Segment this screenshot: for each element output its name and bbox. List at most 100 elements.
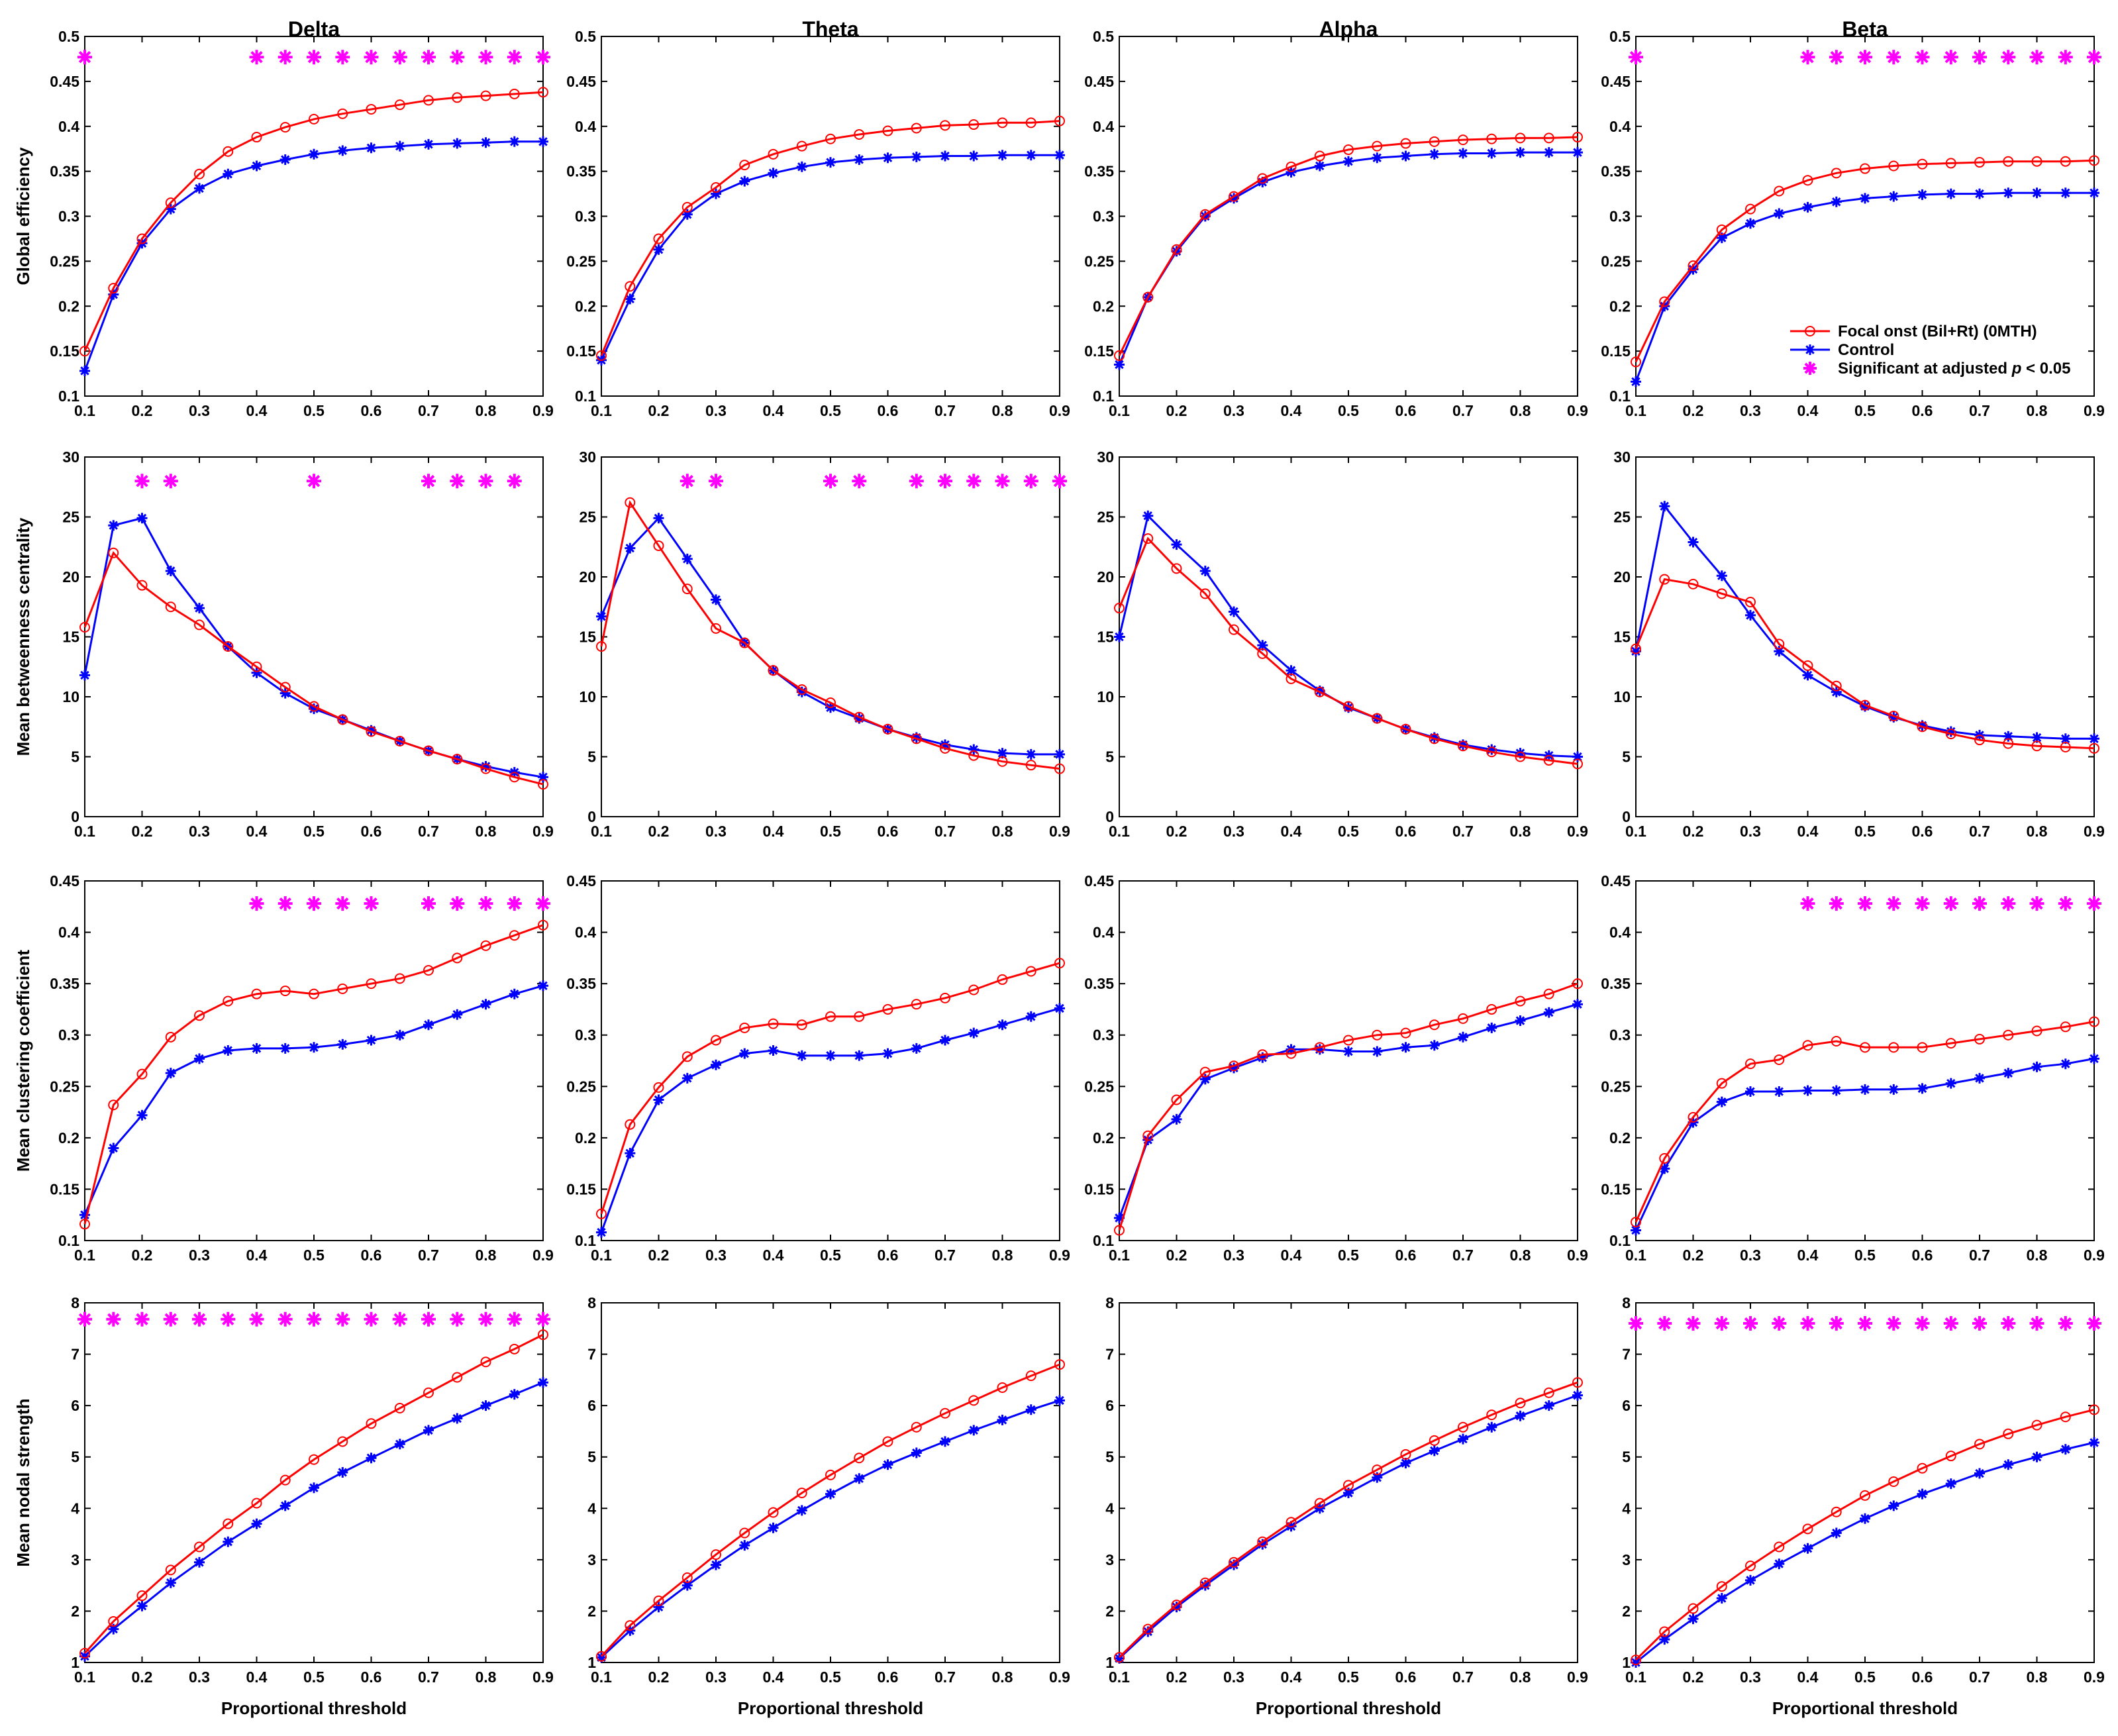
legend-significance-suffix: < 0.05 — [2021, 360, 2070, 378]
series-control-point — [2003, 1459, 2014, 1470]
series-control-point — [1314, 1044, 1325, 1055]
significance-marker — [1829, 896, 1844, 911]
x-tick-label: 0.2 — [132, 402, 153, 419]
series-control-point — [825, 1488, 836, 1500]
y-tick-label: 0.1 — [1609, 387, 1631, 405]
series-focal-point — [711, 1549, 721, 1560]
series-focal-point — [1860, 699, 1870, 711]
series-focal-point — [2003, 1029, 2014, 1041]
series-control-line — [600, 1007, 1060, 1233]
x-tick-label: 0.2 — [648, 402, 670, 419]
panel-beta-row3: 0.1 0.2 0.3 0.4 0.5 0.6 0.7 0.8 0.9 0.1 0.15 0.2 0.2… — [1601, 872, 2105, 1264]
series-focal-point — [309, 988, 319, 999]
series-control-point — [366, 1035, 377, 1046]
series-focal-point — [1688, 578, 1699, 589]
series-control-point — [2089, 1437, 2099, 1448]
series-control-point — [423, 1019, 434, 1031]
column-title-theta: Theta — [802, 17, 859, 41]
series-focal-point — [2003, 1428, 2014, 1439]
x-tick-label: 0.9 — [1567, 1668, 1588, 1686]
series-focal-point — [711, 1035, 721, 1046]
series-focal-point — [1831, 1036, 1842, 1047]
x-tick-label: 0.6 — [361, 402, 382, 419]
series-control-point — [79, 1209, 90, 1221]
panel-theta-row1: 0.1 0.2 0.3 0.4 0.5 0.6 0.7 0.8 0.9 0.1 0.15 0.2 0.2… — [566, 17, 1070, 419]
series-focal-point — [1831, 680, 1842, 691]
series-control-point — [136, 1600, 148, 1611]
x-tick-label: 0.6 — [878, 402, 899, 419]
y-tick-label: 0.25 — [566, 1078, 596, 1095]
series-control-point — [1774, 1558, 1785, 1570]
series-focal-point — [854, 1011, 865, 1022]
series-focal-point — [1400, 1027, 1411, 1039]
series-control-point — [596, 1227, 607, 1238]
series-control-point — [1774, 1086, 1785, 1097]
significance-marker — [1800, 50, 1815, 65]
x-tick-label: 0.6 — [1912, 1668, 1933, 1686]
significance-marker — [364, 50, 379, 65]
series-control-point — [79, 366, 90, 376]
series-control-point — [968, 1027, 980, 1039]
series-control-point — [796, 161, 807, 172]
x-tick-label: 0.3 — [1223, 1668, 1244, 1686]
series-control-point — [108, 289, 119, 300]
x-tick-label: 0.3 — [189, 402, 210, 419]
significance-marker — [2058, 896, 2073, 911]
significance-marker — [1829, 1316, 1844, 1331]
series-control-point — [165, 1068, 176, 1079]
series-focal-point — [1716, 224, 1727, 235]
y-tick-label: 2 — [587, 1602, 596, 1619]
significance-marker — [77, 50, 92, 65]
significance-marker — [2087, 50, 2101, 65]
x-tick-label: 0.8 — [2027, 823, 2048, 840]
series-control-point — [165, 1577, 176, 1588]
series-control-point — [1572, 1390, 1583, 1401]
series-focal-point — [968, 750, 980, 761]
series-control-point — [1888, 711, 1899, 723]
series-focal-point — [1716, 1078, 1727, 1089]
series-control-point — [1286, 665, 1297, 676]
series-control-point — [1543, 1007, 1554, 1018]
series-focal-point — [968, 984, 980, 996]
significance-marker — [1886, 50, 1901, 65]
x-tick-label: 0.6 — [878, 823, 899, 840]
y-tick-label: 0 — [1622, 808, 1631, 825]
series-focal-point — [165, 1031, 176, 1043]
series-control-line — [1118, 151, 1578, 366]
series-focal-point — [1888, 710, 1899, 721]
significance-marker — [450, 474, 465, 489]
series-control-point — [1229, 1062, 1239, 1074]
series-control-line — [1118, 513, 1578, 758]
series-control-line — [1118, 1003, 1578, 1219]
x-tick-label: 0.6 — [1912, 402, 1933, 419]
series-focal-line — [1635, 1408, 2095, 1661]
y-tick-label: 6 — [587, 1397, 596, 1414]
y-tick-label: 0.4 — [1093, 118, 1114, 135]
series-focal-point — [337, 1436, 348, 1447]
significance-marker — [2029, 1316, 2044, 1331]
y-tick-label: 0.35 — [1601, 163, 1631, 180]
series-focal-point — [108, 283, 119, 294]
series-control-point — [279, 1043, 291, 1054]
significance-marker — [1772, 1316, 1787, 1331]
series-control-point — [1429, 732, 1440, 743]
x-tick-label: 0.5 — [1338, 402, 1359, 419]
series-focal-point — [251, 132, 262, 143]
series-focal-point — [768, 148, 779, 160]
series-control-point — [1917, 189, 1928, 200]
series-focal-point — [1917, 1462, 1928, 1474]
x-tick-label: 0.8 — [1510, 823, 1531, 840]
x-tick-label: 0.4 — [763, 1668, 784, 1686]
y-tick-label: 30 — [579, 448, 596, 466]
series-control-point — [2031, 1061, 2042, 1072]
y-tick-label: 0.35 — [1601, 975, 1631, 992]
x-tick-label: 0.1 — [591, 1247, 612, 1264]
series-control-point — [1572, 999, 1583, 1010]
series-focal-point — [279, 986, 291, 997]
series-control-point — [1025, 748, 1036, 760]
y-tick-label: 0.15 — [50, 342, 79, 360]
series-focal-point — [1774, 638, 1785, 650]
series-focal-point — [1515, 751, 1526, 762]
significance-marker — [1943, 896, 1958, 911]
series-control-point — [1917, 1083, 1928, 1094]
